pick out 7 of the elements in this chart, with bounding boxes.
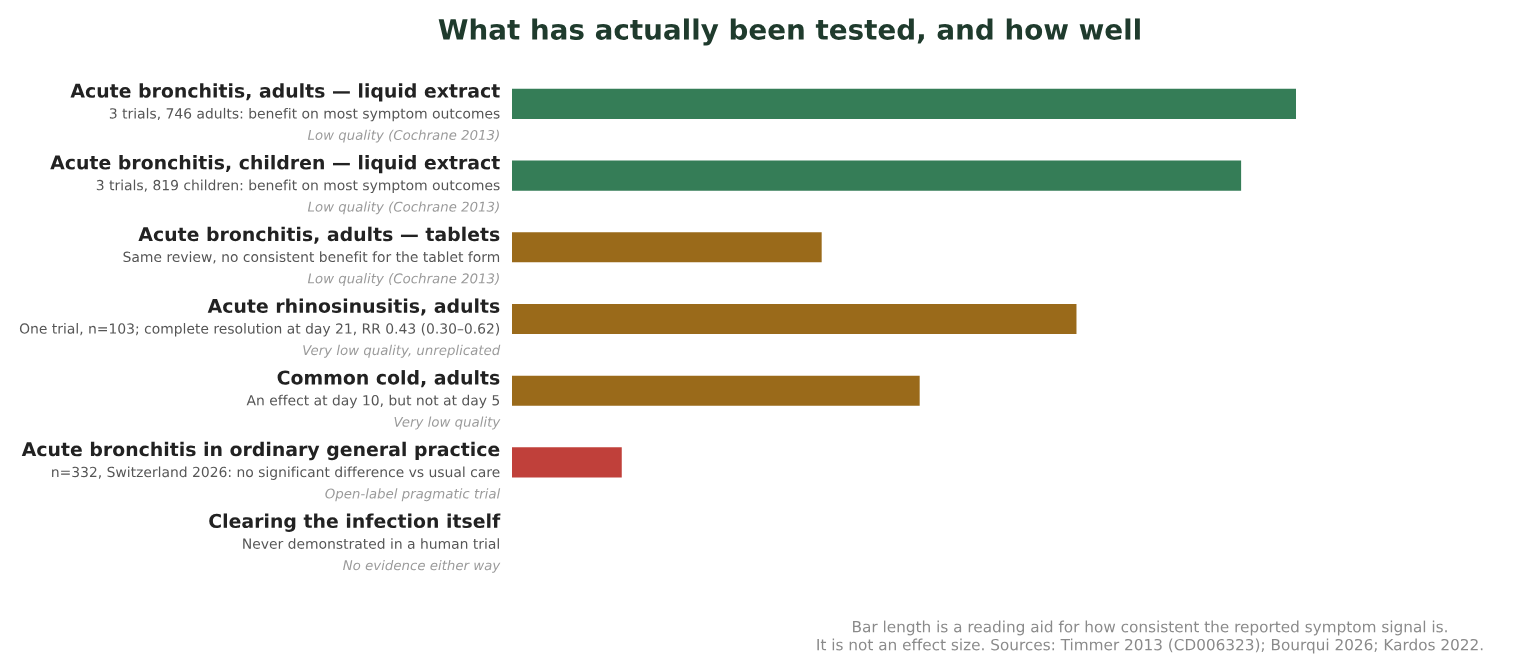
bar <box>512 375 920 406</box>
bar <box>512 303 1077 335</box>
bar <box>512 232 822 263</box>
bar <box>512 88 1296 119</box>
bar <box>512 447 622 478</box>
bar <box>512 160 1242 191</box>
chart-title: What has actually been tested, and how well <box>438 18 1140 46</box>
